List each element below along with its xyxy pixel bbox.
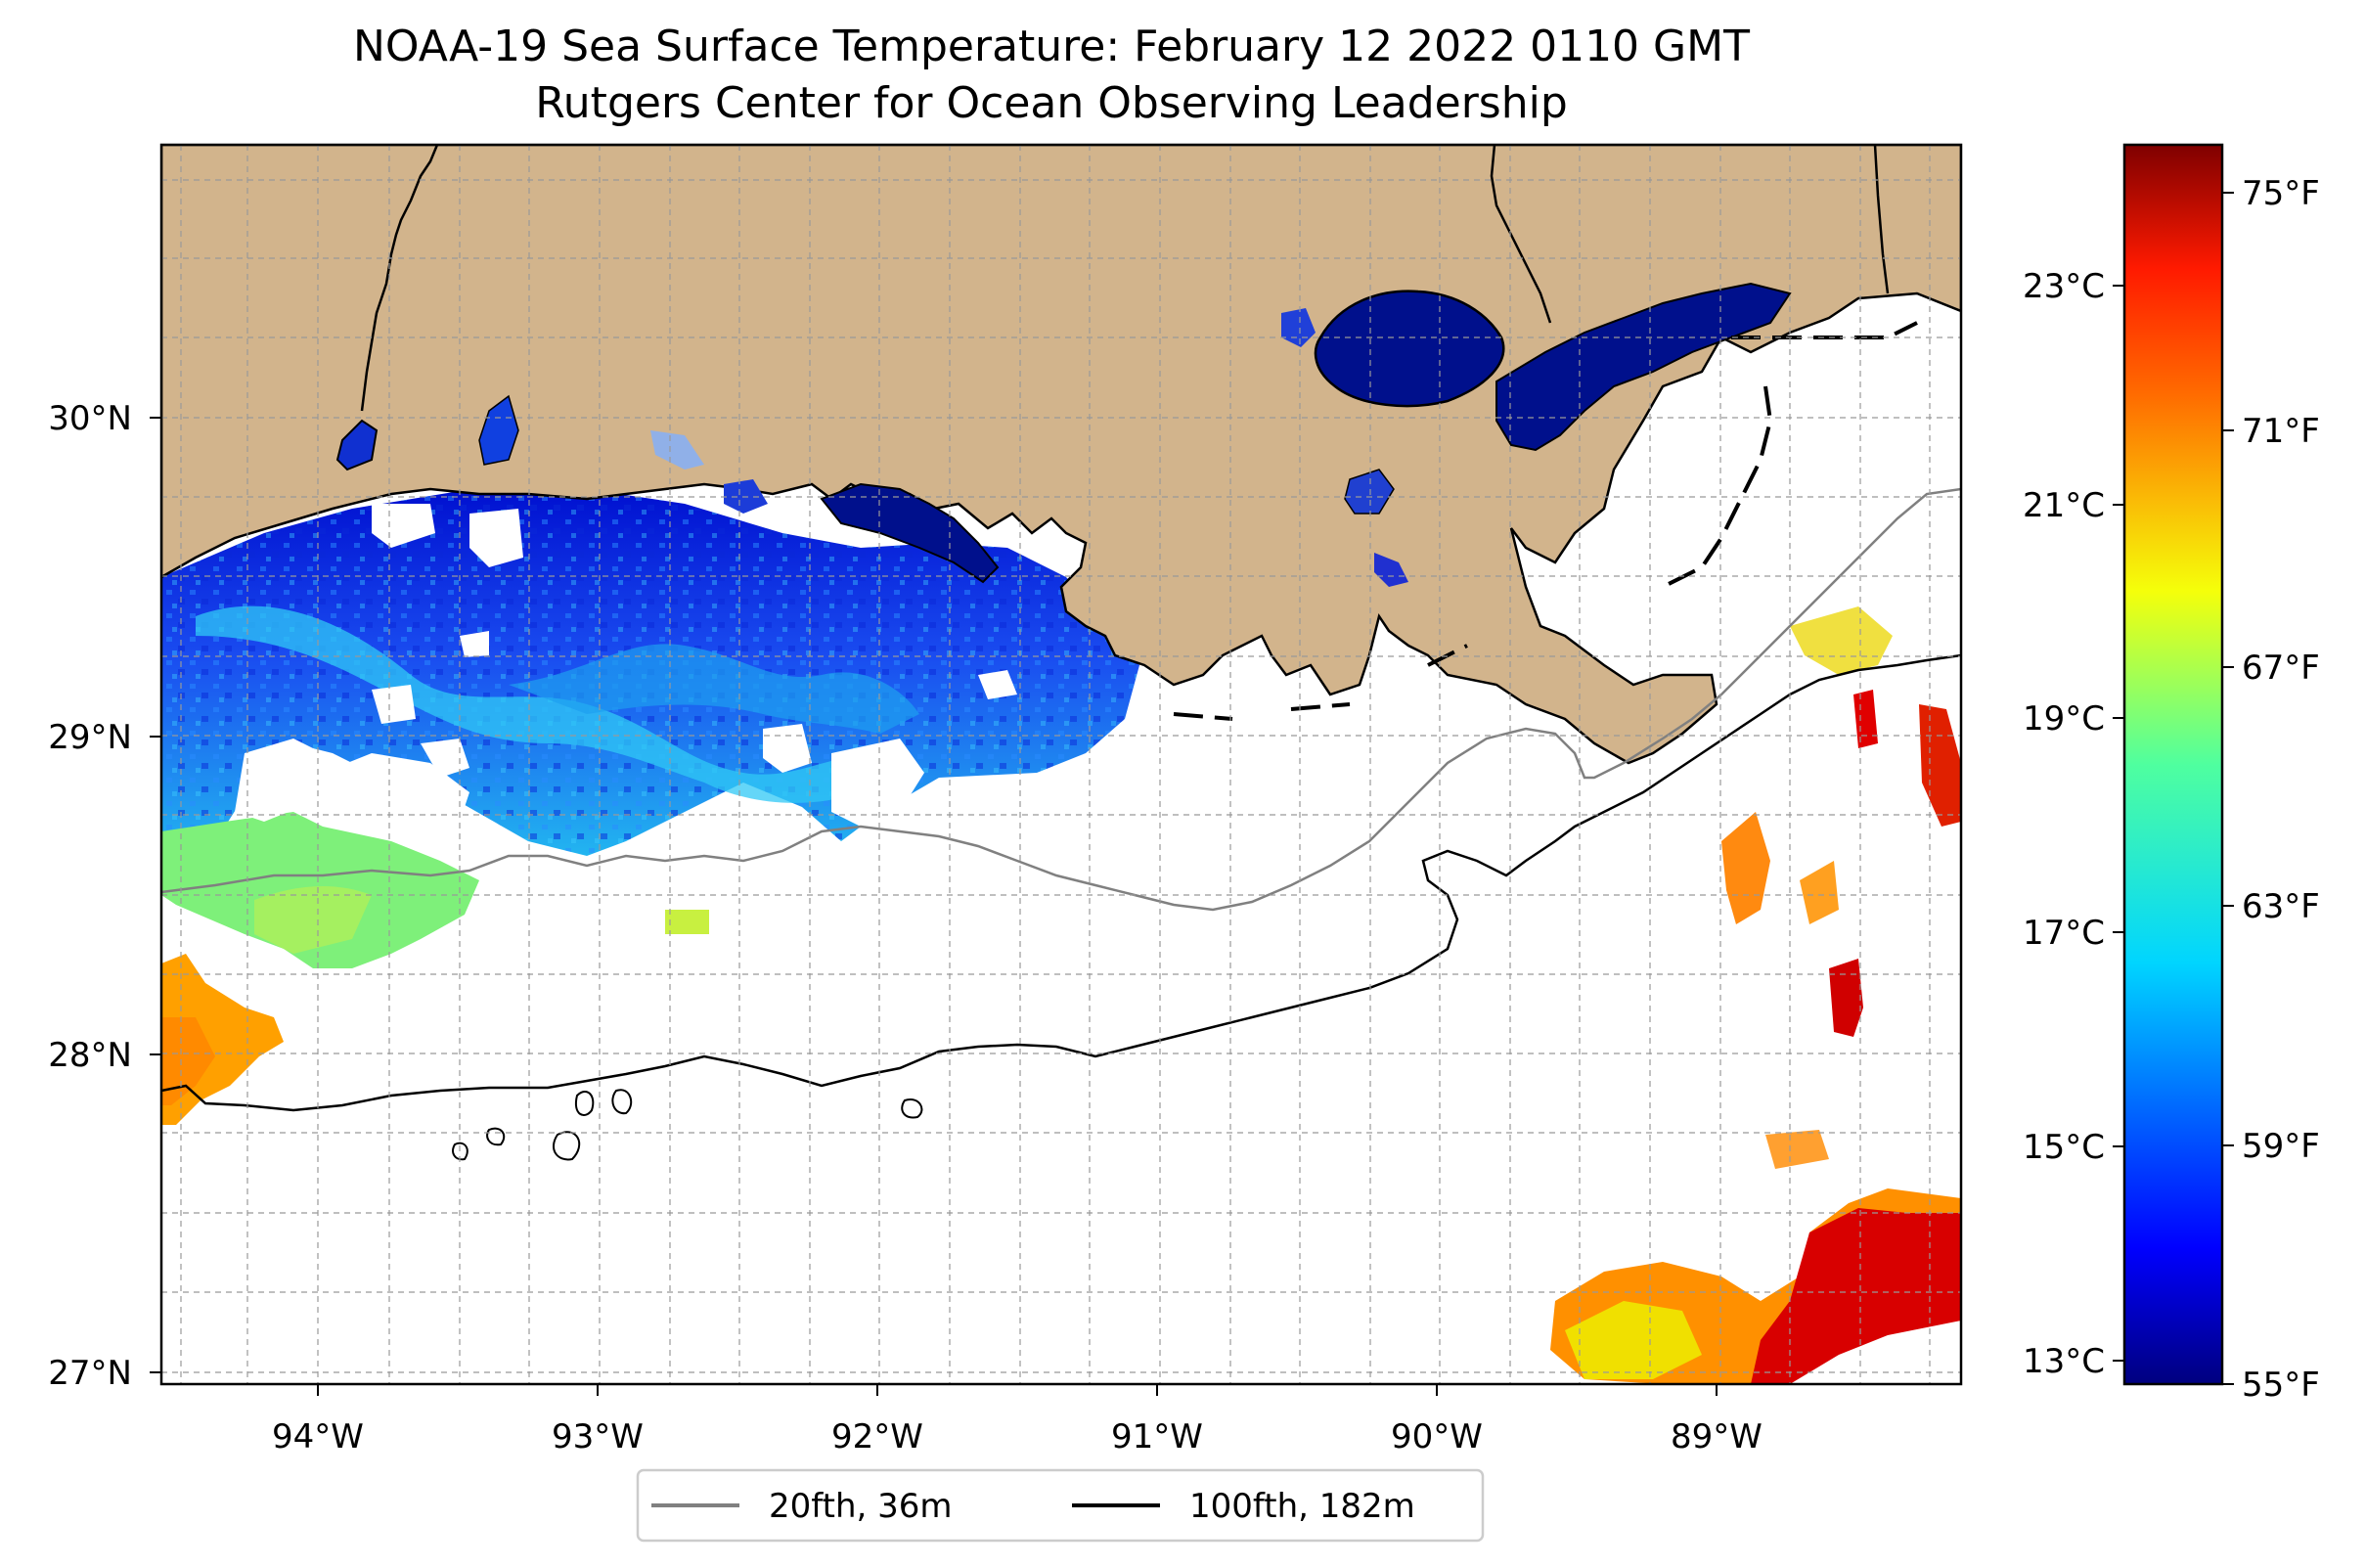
map-panel bbox=[161, 145, 1961, 1384]
cloud-patch-4 bbox=[235, 739, 323, 822]
cloud-patch-2 bbox=[469, 509, 523, 567]
barataria-basin bbox=[1374, 553, 1408, 587]
cloud-patch-6 bbox=[421, 739, 469, 778]
colorbar-celsius-label: 21°C bbox=[2023, 486, 2105, 525]
seamount-contour-1 bbox=[574, 1091, 595, 1116]
barrier-island-dashes bbox=[1173, 321, 1918, 721]
seamount-contour-2 bbox=[611, 1089, 633, 1115]
sst-cyan-swirl-2 bbox=[509, 644, 919, 734]
colorbar-fahrenheit-label: 59°F bbox=[2242, 1127, 2320, 1166]
colorbar-celsius-label: 19°C bbox=[2023, 699, 2105, 739]
cloud-patch-5 bbox=[323, 753, 469, 841]
vermilion-bay bbox=[820, 482, 1000, 584]
lake-salvador bbox=[1344, 469, 1395, 515]
white-lake bbox=[650, 430, 704, 470]
sst-east-red-streak bbox=[1853, 690, 1878, 748]
border-tx-la bbox=[360, 145, 439, 412]
colorbar-celsius-label: 17°C bbox=[2023, 914, 2105, 953]
isobath-100fth bbox=[161, 653, 1961, 1112]
sst-western-green-patch-2 bbox=[254, 885, 372, 954]
border-la-ms bbox=[1490, 145, 1552, 324]
map-frame bbox=[159, 143, 1963, 1386]
legend-label-100fth: 100fth, 182m bbox=[1189, 1487, 1415, 1526]
map-axis-ticks bbox=[150, 417, 1718, 1396]
legend: 20fth, 36m 100fth, 182m bbox=[636, 1468, 1485, 1543]
colorbar-fahrenheit-label: 67°F bbox=[2242, 649, 2320, 688]
lake-calcasieu bbox=[478, 394, 519, 466]
colorbar-fahrenheit-label: 55°F bbox=[2242, 1366, 2320, 1405]
lake-pontchartrain bbox=[1314, 290, 1505, 408]
sst-east-small-orange bbox=[1765, 1130, 1829, 1169]
lake-sabine bbox=[335, 419, 379, 471]
sst-east-orange-patch-2 bbox=[1800, 861, 1839, 924]
border-ms-al bbox=[1873, 145, 1890, 294]
sst-east-red-column bbox=[1829, 959, 1863, 1037]
colorbar-celsius-label: 15°C bbox=[2023, 1128, 2105, 1167]
lon-tick-label: 94°W bbox=[272, 1417, 364, 1456]
colorbar-fahrenheit-label: 75°F bbox=[2242, 174, 2320, 213]
colorbar: 23°C 21°C 19°C 17°C 15°C 13°C 75°F 71°F … bbox=[2023, 143, 2320, 1405]
isobath-20fth bbox=[161, 487, 1961, 912]
sst-east-orange-patch bbox=[1721, 812, 1770, 924]
sst-southwest-orange-core bbox=[161, 1017, 215, 1105]
longitude-labels: 94°W 93°W 92°W 91°W 90°W 89°W bbox=[272, 1417, 1763, 1456]
sst-southeast-yellow-edge bbox=[1565, 1301, 1702, 1379]
title-line-2: Rutgers Center for Ocean Observing Leade… bbox=[535, 78, 1568, 128]
sst-small-green-fleck bbox=[665, 910, 709, 934]
lon-tick-label: 90°W bbox=[1391, 1417, 1483, 1456]
title-line-1: NOAA-19 Sea Surface Temperature: Februar… bbox=[353, 22, 1750, 71]
colorbar-gradient bbox=[2122, 143, 2224, 1386]
cloud-patch-8 bbox=[978, 670, 1017, 699]
cloud-patch-3 bbox=[372, 685, 416, 724]
lon-tick-label: 92°W bbox=[831, 1417, 923, 1456]
sst-east-yellow-patch bbox=[1790, 606, 1893, 675]
seamount-contour-3 bbox=[486, 1127, 506, 1146]
legend-box bbox=[636, 1468, 1485, 1543]
lat-tick-label: 27°N bbox=[48, 1354, 132, 1393]
lon-tick-label: 93°W bbox=[552, 1417, 644, 1456]
lon-tick-label: 91°W bbox=[1111, 1417, 1203, 1456]
cloud-patch-10 bbox=[460, 631, 489, 657]
colorbar-celsius-label: 13°C bbox=[2023, 1342, 2105, 1381]
colorbar-celsius-label: 23°C bbox=[2023, 267, 2105, 306]
legend-label-20fth: 20fth, 36m bbox=[769, 1487, 953, 1526]
lat-tick-label: 29°N bbox=[48, 718, 132, 757]
seamount-contour-6 bbox=[901, 1098, 923, 1119]
sst-cyan-swirl bbox=[196, 605, 880, 803]
sst-southeast-red-core bbox=[1751, 1208, 1961, 1384]
colorbar-fahrenheit-label: 63°F bbox=[2242, 887, 2320, 926]
lon-tick-label: 89°W bbox=[1671, 1417, 1763, 1456]
colorbar-fahrenheit-label: 71°F bbox=[2242, 412, 2320, 451]
lat-tick-label: 30°N bbox=[48, 399, 132, 438]
lat-tick-label: 28°N bbox=[48, 1036, 132, 1075]
seamount-contour-5 bbox=[452, 1142, 469, 1161]
latitude-labels: 30°N 29°N 28°N 27°N bbox=[48, 399, 132, 1393]
cloud-patch-1 bbox=[372, 504, 435, 548]
cloud-patch-7 bbox=[831, 739, 924, 827]
